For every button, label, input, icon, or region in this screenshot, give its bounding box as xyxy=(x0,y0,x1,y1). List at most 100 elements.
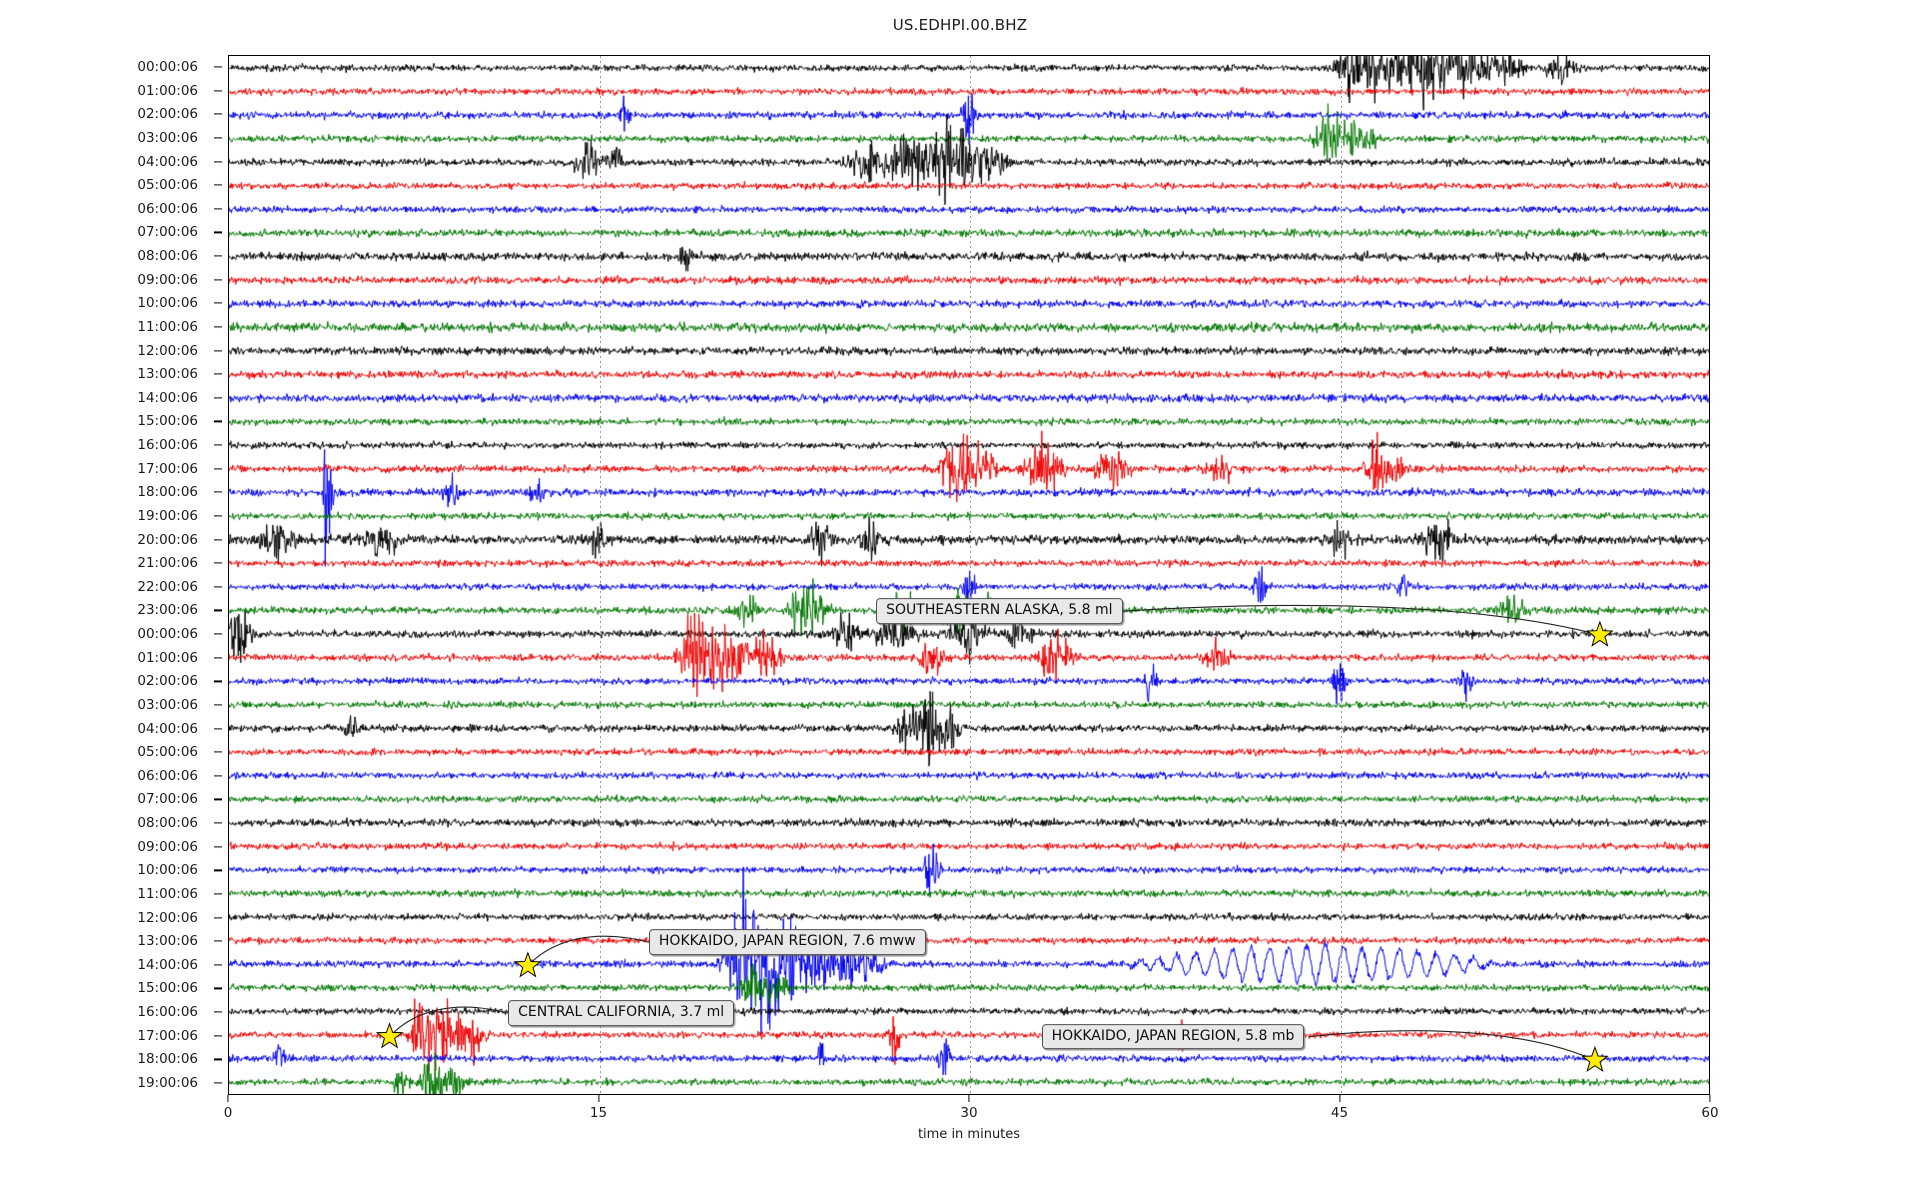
y-tick-mark-38 xyxy=(214,964,222,966)
y-tick-mark-41 xyxy=(214,1035,222,1037)
y-tick-label-23: 23:00:06 xyxy=(137,602,198,619)
y-tick-label-16: 16:00:06 xyxy=(137,437,198,454)
x-tick-label-3: 45 xyxy=(1330,1105,1349,1121)
x-tick-label-0: 0 xyxy=(223,1105,233,1121)
y-tick-mark-33 xyxy=(214,846,222,848)
y-tick-label-6: 06:00:06 xyxy=(137,200,198,217)
y-tick-label-38: 14:00:06 xyxy=(137,956,198,973)
y-tick-label-19: 19:00:06 xyxy=(137,507,198,524)
y-tick-mark-22 xyxy=(214,586,222,588)
y-tick-mark-15 xyxy=(214,420,222,422)
y-tick-label-41: 17:00:06 xyxy=(137,1027,198,1044)
y-tick-label-33: 09:00:06 xyxy=(137,838,198,855)
y-tick-label-32: 08:00:06 xyxy=(137,815,198,832)
y-tick-mark-34 xyxy=(214,869,222,871)
y-tick-mark-31 xyxy=(214,798,222,801)
y-tick-mark-1 xyxy=(214,90,222,92)
y-tick-mark-27 xyxy=(214,704,222,706)
y-tick-mark-35 xyxy=(214,893,222,895)
y-tick-label-43: 19:00:06 xyxy=(137,1075,198,1091)
event-star-ann-hokkaido-mb xyxy=(1581,1045,1609,1073)
y-tick-mark-20 xyxy=(214,538,222,541)
y-tick-label-20: 20:00:06 xyxy=(137,531,198,548)
y-tick-label-5: 05:00:06 xyxy=(137,177,198,194)
event-star-ann-hokkaido-mww xyxy=(514,951,542,978)
y-tick-mark-30 xyxy=(214,775,222,777)
y-tick-mark-7 xyxy=(214,231,222,233)
x-axis-tick-labels: 0 15 30 45 60 xyxy=(224,1095,1719,1129)
x-tick-label-4: 60 xyxy=(1701,1105,1719,1121)
y-tick-label-10: 10:00:06 xyxy=(137,295,198,312)
ann-se-alaska-callout[interactable]: SOUTHEASTERN ALASKA, 5.8 ml xyxy=(876,598,1123,625)
x-tick-mark-1 xyxy=(597,1095,600,1102)
y-tick-mark-21 xyxy=(214,562,222,564)
event-star-ann-central-california xyxy=(375,1022,404,1049)
y-tick-mark-40 xyxy=(214,1011,222,1013)
y-tick-mark-37 xyxy=(214,940,222,942)
y-tick-label-29: 05:00:06 xyxy=(137,744,198,761)
x-tick-mark-2 xyxy=(968,1095,970,1102)
y-tick-mark-6 xyxy=(214,208,222,210)
y-tick-label-22: 22:00:06 xyxy=(137,578,198,595)
page-title: US.EDHPI.00.BHZ xyxy=(892,16,1028,34)
y-tick-label-30: 06:00:06 xyxy=(137,767,198,784)
y-tick-mark-4 xyxy=(214,160,222,163)
y-tick-label-34: 10:00:06 xyxy=(137,862,198,879)
y-tick-mark-16 xyxy=(214,444,222,446)
y-tick-mark-10 xyxy=(214,302,222,304)
y-tick-label-40: 16:00:06 xyxy=(137,1004,198,1021)
ann-hokkaido-mb-callout[interactable]: HOKKAIDO, JAPAN REGION, 5.8 mb xyxy=(1041,1023,1305,1050)
y-tick-mark-24 xyxy=(214,633,222,635)
y-tick-label-13: 13:00:06 xyxy=(137,366,198,383)
plot-axes-area: SOUTHEASTERN ALASKA, 5.8 ml HOKKAIDO, JAP… xyxy=(228,55,1710,1095)
y-tick-label-31: 07:00:06 xyxy=(137,791,198,808)
y-tick-mark-8 xyxy=(214,255,222,257)
event-star-ann-se-alaska xyxy=(1586,620,1614,647)
ann-central-california-callout[interactable]: CENTRAL CALIFORNIA, 3.7 ml xyxy=(508,1000,735,1026)
y-tick-label-11: 11:00:06 xyxy=(137,318,198,335)
y-tick-label-21: 21:00:06 xyxy=(137,555,198,572)
y-tick-mark-13 xyxy=(214,373,222,375)
y-tick-mark-42 xyxy=(214,1058,222,1060)
ann-hokkaido-mww-callout[interactable]: HOKKAIDO, JAPAN REGION, 7.6 mww xyxy=(648,929,926,956)
y-tick-label-3: 03:00:06 xyxy=(137,129,198,146)
y-tick-label-37: 13:00:06 xyxy=(137,933,198,950)
y-tick-mark-28 xyxy=(214,727,222,730)
y-tick-mark-9 xyxy=(214,279,222,281)
y-tick-mark-2 xyxy=(214,113,222,115)
y-tick-mark-3 xyxy=(214,137,222,139)
leader-lines-svg xyxy=(375,604,1614,1073)
x-tick-mark-4 xyxy=(1709,1095,1711,1102)
y-tick-mark-11 xyxy=(214,326,222,328)
y-tick-label-36: 12:00:06 xyxy=(137,909,198,926)
y-tick-label-27: 03:00:06 xyxy=(137,696,198,713)
y-tick-mark-14 xyxy=(214,397,222,399)
x-tick-mark-3 xyxy=(1338,1095,1341,1102)
y-tick-mark-5 xyxy=(214,184,222,186)
y-tick-mark-17 xyxy=(214,468,222,470)
y-tick-label-25: 01:00:06 xyxy=(137,649,198,666)
y-tick-label-28: 04:00:06 xyxy=(137,720,198,737)
y-tick-label-35: 11:00:06 xyxy=(137,885,198,902)
y-tick-label-7: 07:00:06 xyxy=(137,224,198,241)
y-tick-label-39: 15:00:06 xyxy=(137,980,198,997)
y-tick-mark-18 xyxy=(214,491,222,493)
y-tick-mark-19 xyxy=(214,515,222,517)
y-axis-tick-labels: 00:00:06 01:00:06 02:00:06 03:00:06 04:00:06… xyxy=(0,55,222,1095)
y-tick-mark-36 xyxy=(214,917,222,919)
y-tick-mark-29 xyxy=(214,751,222,753)
y-tick-mark-39 xyxy=(214,987,222,990)
y-tick-label-26: 02:00:06 xyxy=(137,673,198,690)
y-tick-label-15: 15:00:06 xyxy=(137,413,198,430)
x-tick-mark-0 xyxy=(227,1095,229,1102)
y-tick-label-1: 01:00:06 xyxy=(137,82,198,99)
y-tick-mark-0 xyxy=(214,66,222,68)
x-tick-label-2: 30 xyxy=(960,1105,978,1121)
y-tick-mark-43 xyxy=(214,1082,222,1084)
annotation-overlay-layer: SOUTHEASTERN ALASKA, 5.8 ml HOKKAIDO, JAP… xyxy=(229,56,1709,1094)
y-tick-label-17: 17:00:06 xyxy=(137,460,198,477)
y-tick-label-12: 12:00:06 xyxy=(137,342,198,359)
leader-line-ann-se-alaska xyxy=(1118,604,1600,636)
y-tick-label-4: 04:00:06 xyxy=(137,153,198,170)
